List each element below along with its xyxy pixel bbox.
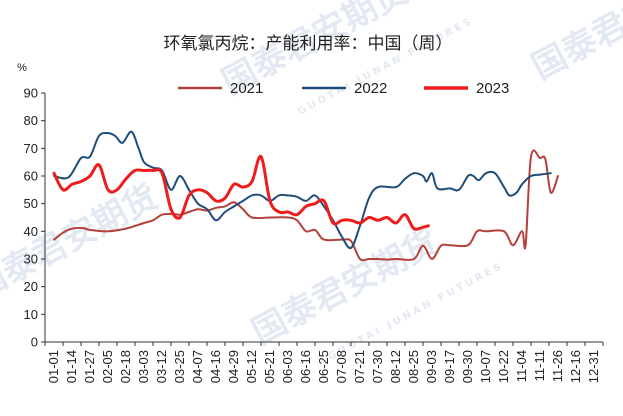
x-tick-label: 11-11	[532, 350, 547, 381]
series-line-2023	[52, 155, 430, 231]
x-tick-label: 04-16	[208, 350, 223, 383]
y-tick-label: 80	[24, 113, 38, 128]
x-tick-label: 06-25	[316, 350, 331, 383]
chart-title: 环氧氯丙烷：产能利用率：中国（周）	[164, 34, 453, 54]
series-line-2021	[53, 149, 559, 262]
x-tick-label: 07-30	[370, 350, 385, 383]
y-tick-label: 70	[24, 141, 38, 156]
x-tick-label: 08-25	[406, 350, 421, 383]
y-tick-label: 40	[24, 224, 38, 239]
watermark-brand: 国泰君安期货	[525, 0, 623, 88]
x-tick-label: 06-03	[280, 350, 295, 383]
legend-label-2021: 2021	[230, 80, 263, 97]
x-tick-label: 08-12	[388, 350, 403, 383]
y-tick-label: 60	[24, 169, 38, 184]
series-layer	[52, 130, 559, 262]
y-tick-label: 0	[31, 335, 38, 350]
x-tick-label: 07-21	[352, 350, 367, 383]
x-tick-label: 10-07	[478, 350, 493, 383]
x-tick-label: 09-17	[442, 350, 457, 383]
x-tick-label: 11-04	[514, 350, 529, 382]
series-line-2022	[53, 130, 552, 250]
y-axis-unit: %	[17, 62, 27, 74]
y-tick-label: 10	[24, 307, 38, 322]
x-tick-label: 04-29	[226, 350, 241, 383]
x-tick-label: 10-22	[496, 350, 511, 383]
y-tick-label: 30	[24, 252, 38, 267]
x-tick-label: 01-27	[82, 350, 97, 383]
legend-label-2022: 2022	[354, 80, 387, 97]
x-tick-label: 01-14	[64, 350, 79, 383]
y-tick-label: 90	[24, 86, 38, 101]
legend: 2021 2022 2023	[178, 80, 509, 97]
legend-label-2023: 2023	[476, 80, 509, 97]
x-tick-label: 06-16	[298, 350, 313, 383]
x-tick-label: 05-12	[244, 350, 259, 383]
x-tick-label: 12-31	[586, 350, 601, 383]
x-tick-label: 02-05	[100, 350, 115, 383]
x-tick-label: 05-21	[262, 350, 277, 383]
x-tick-label: 03-03	[136, 350, 151, 383]
y-tick-label: 50	[24, 196, 38, 211]
x-tick-label: 01-01	[46, 350, 61, 383]
x-tick-label: 04-07	[190, 350, 205, 383]
x-tick-label: 02-18	[118, 350, 133, 383]
x-tick-label: 12-16	[568, 350, 583, 383]
x-tick-label: 03-12	[154, 350, 169, 383]
x-tick-label: 11-26	[550, 350, 565, 382]
y-tick-label: 20	[24, 279, 38, 294]
x-tick-label: 09-30	[460, 350, 475, 383]
x-tick-label: 09-03	[424, 350, 439, 383]
x-tick-label: 03-25	[172, 350, 187, 383]
x-tick-label: 07-08	[334, 350, 349, 383]
